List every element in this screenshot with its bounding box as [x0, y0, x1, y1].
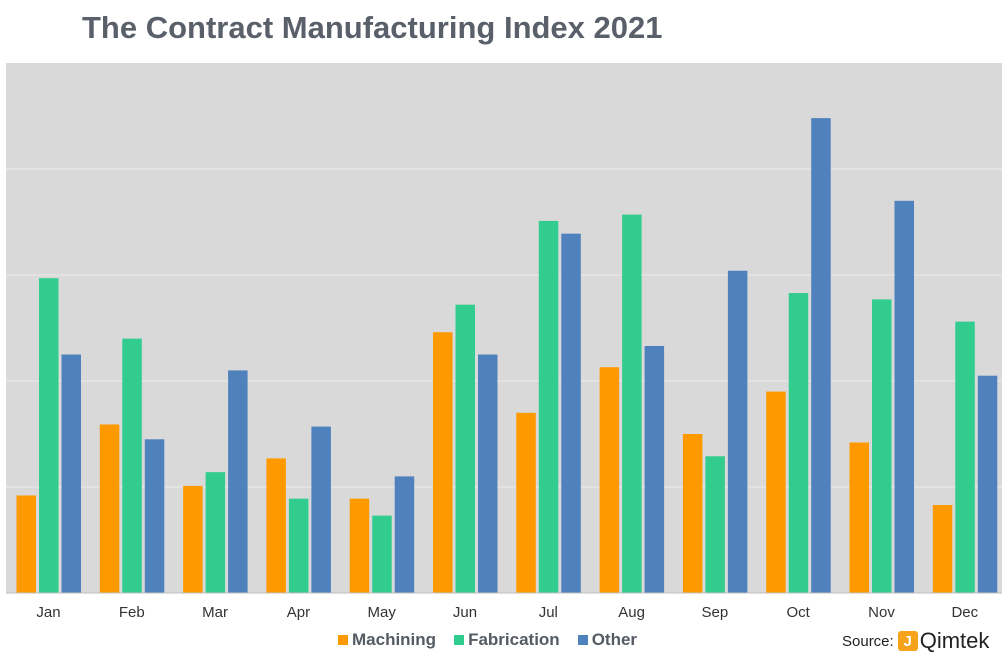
gridlines: [6, 168, 1002, 488]
bar-machining-feb: [99, 424, 120, 593]
bar-other-jul: [561, 233, 581, 593]
bar-other-aug: [644, 346, 665, 593]
bar-other-may: [394, 476, 415, 593]
bar-fabrication-dec: [955, 321, 975, 593]
bar-other-oct: [811, 118, 831, 594]
x-tick-label-mar: Mar: [202, 604, 228, 621]
legend: Machining Fabrication Other: [338, 630, 637, 650]
bar-machining-aug: [599, 367, 620, 593]
legend-item-other: Other: [577, 630, 638, 650]
bar-fabrication-mar: [205, 472, 226, 593]
bar-machining-mar: [183, 485, 203, 593]
bar-fabrication-aug: [622, 214, 642, 593]
bar-fabrication-may: [372, 515, 392, 593]
bar-other-feb: [144, 439, 165, 593]
bar-fabrication-jul: [538, 220, 559, 593]
x-tick-label-aug: Aug: [618, 604, 645, 621]
x-tick-label-sep: Sep: [702, 604, 729, 621]
x-tick-label-nov: Nov: [868, 604, 895, 621]
bar-other-jan: [61, 354, 81, 593]
bar-machining-may: [349, 498, 370, 593]
bar-machining-jun: [433, 332, 453, 593]
legend-swatch-fabrication: [454, 635, 465, 645]
bar-fabrication-jun: [455, 304, 475, 593]
qimtek-logo-icon: J: [897, 631, 918, 651]
source-credit: Source: J Qimtek: [842, 628, 989, 654]
bars: [16, 118, 998, 594]
bar-other-sep: [727, 270, 748, 593]
bar-machining-apr: [266, 458, 286, 593]
x-tick-label-jan: Jan: [36, 604, 60, 621]
chart-title: The Contract Manufacturing Index 2021: [82, 10, 663, 45]
bar-chart: Jan Feb Mar Apr May Jun Jul Aug Sep Oct Nov Dec: [6, 63, 1002, 621]
x-tick-labels: Jan Feb Mar Apr May Jun Jul Aug Sep Oct Nov Dec: [36, 604, 978, 621]
legend-label-fabrication: Fabrication: [468, 630, 560, 649]
bar-other-jun: [478, 354, 498, 593]
x-tick-label-oct: Oct: [787, 604, 811, 621]
bar-other-nov: [894, 200, 914, 594]
bar-machining-oct: [766, 391, 786, 593]
bar-other-dec: [977, 375, 998, 593]
bar-other-mar: [228, 370, 248, 593]
plot-area: [6, 63, 1002, 593]
x-tick-label-dec: Dec: [951, 604, 978, 621]
legend-swatch-other: [577, 635, 588, 645]
bar-machining-jan: [16, 495, 36, 593]
bar-fabrication-feb: [122, 338, 142, 593]
bar-machining-sep: [682, 434, 703, 593]
x-tick-label-jun: Jun: [453, 604, 477, 621]
legend-item-machining: Machining: [338, 630, 436, 650]
legend-swatch-machining: [338, 635, 348, 645]
legend-label-other: Other: [591, 630, 638, 649]
source-label: Source:: [842, 632, 894, 650]
bar-fabrication-sep: [705, 456, 725, 593]
x-tick-label-feb: Feb: [119, 604, 145, 621]
qimtek-logo-text: Qimtek: [919, 628, 990, 653]
x-tick-label-may: May: [368, 604, 397, 621]
bar-fabrication-oct: [788, 293, 809, 593]
x-tick-label-jul: Jul: [539, 604, 558, 621]
bar-machining-jul: [516, 412, 536, 593]
bar-machining-dec: [932, 505, 953, 593]
bar-fabrication-apr: [288, 498, 309, 593]
bar-fabrication-nov: [872, 299, 892, 593]
bar-other-apr: [311, 426, 331, 593]
bar-machining-nov: [849, 442, 869, 593]
legend-label-machining: Machining: [352, 630, 437, 649]
bar-fabrication-jan: [39, 278, 59, 593]
x-tick-label-apr: Apr: [287, 604, 310, 621]
legend-item-fabrication: Fabrication: [454, 630, 560, 650]
